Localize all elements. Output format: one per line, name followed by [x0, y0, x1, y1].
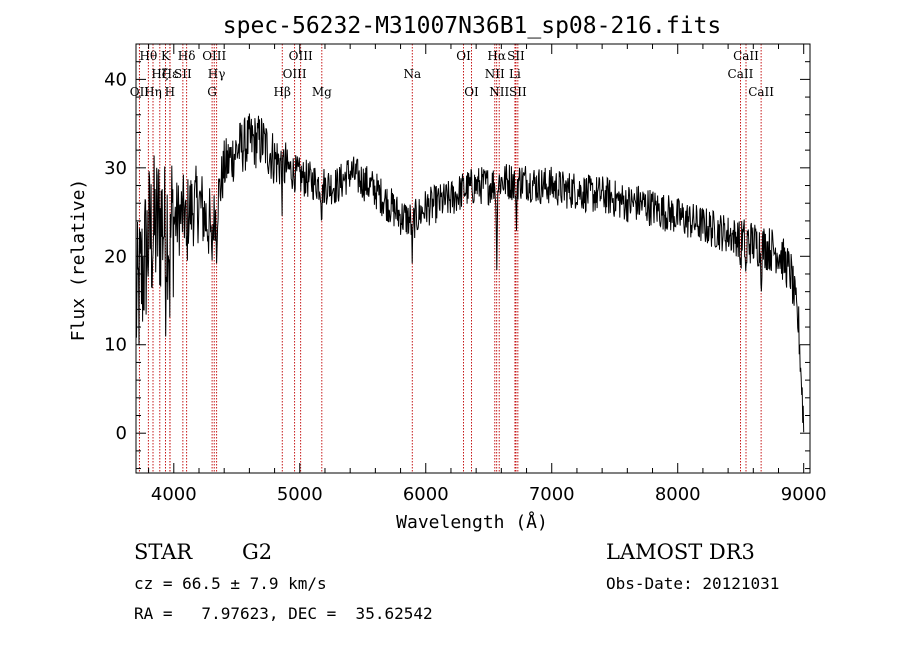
x-tick-label: 4000 [151, 484, 197, 505]
x-tick-label: 5000 [277, 484, 323, 505]
coordinates-readout: RA = 7.97623, DEC = 35.62542 [134, 604, 433, 623]
spectral-line-label: OI [464, 85, 479, 99]
spectral-line-label: Li [509, 67, 521, 81]
spectral-line-label: G [207, 85, 217, 99]
spectral-line-label: Hε [162, 67, 179, 81]
spectral-line-label: OI [456, 49, 471, 63]
spectral-line-label: OIII [202, 49, 226, 63]
spectral-line-label: Hη [144, 85, 162, 99]
spectral-line-label: Hγ [208, 67, 226, 81]
spectral-line-label: OIII [283, 67, 307, 81]
plot-frame [135, 43, 811, 474]
x-axis-label: Wavelength (Å) [396, 511, 548, 533]
axes: 4000 5000 6000 7000 8000 9000 0 10 20 30 40 [104, 43, 827, 505]
spectral-line-label: NII [485, 67, 505, 81]
spectral-line-label: H [165, 85, 175, 99]
spectral-line-label: K [161, 49, 171, 63]
survey-name: LAMOST DR3 [606, 540, 755, 564]
spectral-line-label: SII [509, 85, 527, 99]
spectral-line-label: CaII [728, 67, 754, 81]
spectral-line-label: Mg [312, 85, 332, 99]
redshift-readout: cz = 66.5 ± 7.9 km/s [134, 574, 327, 593]
spectral-line-label: CaII [748, 85, 774, 99]
spectral-line-label: Hβ [274, 85, 291, 99]
spectral-line-label: Hδ [178, 49, 196, 63]
spectral-line-label: SII [174, 67, 192, 81]
y-tick-label: 30 [104, 158, 127, 179]
spectral-line-label: Na [403, 67, 421, 81]
y-tick-label: 40 [104, 69, 127, 90]
spectral-line-labels: OIIHθHηHζKHHεSIIHδGOIIIHγHβOIIIOIIIMgNaO… [130, 49, 775, 99]
spectral-line-label: Hα [487, 49, 506, 63]
spectrum-series [135, 113, 805, 433]
y-tick-label: 20 [104, 246, 127, 267]
chart-title: spec-56232-M31007N36B1_sp08-216.fits [223, 13, 722, 39]
spectrum-line [135, 113, 805, 433]
spectral-line-label: Hζ [151, 67, 168, 81]
y-tick-label: 10 [104, 335, 127, 356]
x-tick-label: 6000 [403, 484, 449, 505]
object-subclass: G2 [242, 540, 273, 564]
y-axis-label: Flux (relative) [68, 179, 89, 342]
spectral-line-label: OII [130, 85, 150, 99]
spectral-line-label: NII [489, 85, 509, 99]
spectral-line-label: OIII [289, 49, 313, 63]
x-tick-label: 9000 [781, 484, 827, 505]
spectral-line-label: CaII [733, 49, 759, 63]
spectral-line-label: Hθ [139, 49, 157, 63]
object-class: STAR [134, 540, 193, 564]
spectral-line-markers [138, 44, 762, 473]
x-tick-label: 7000 [529, 484, 575, 505]
spectral-line-label: SII [507, 49, 525, 63]
observation-date: Obs-Date: 20121031 [606, 574, 780, 593]
y-tick-label: 0 [116, 423, 127, 444]
x-tick-label: 8000 [655, 484, 701, 505]
